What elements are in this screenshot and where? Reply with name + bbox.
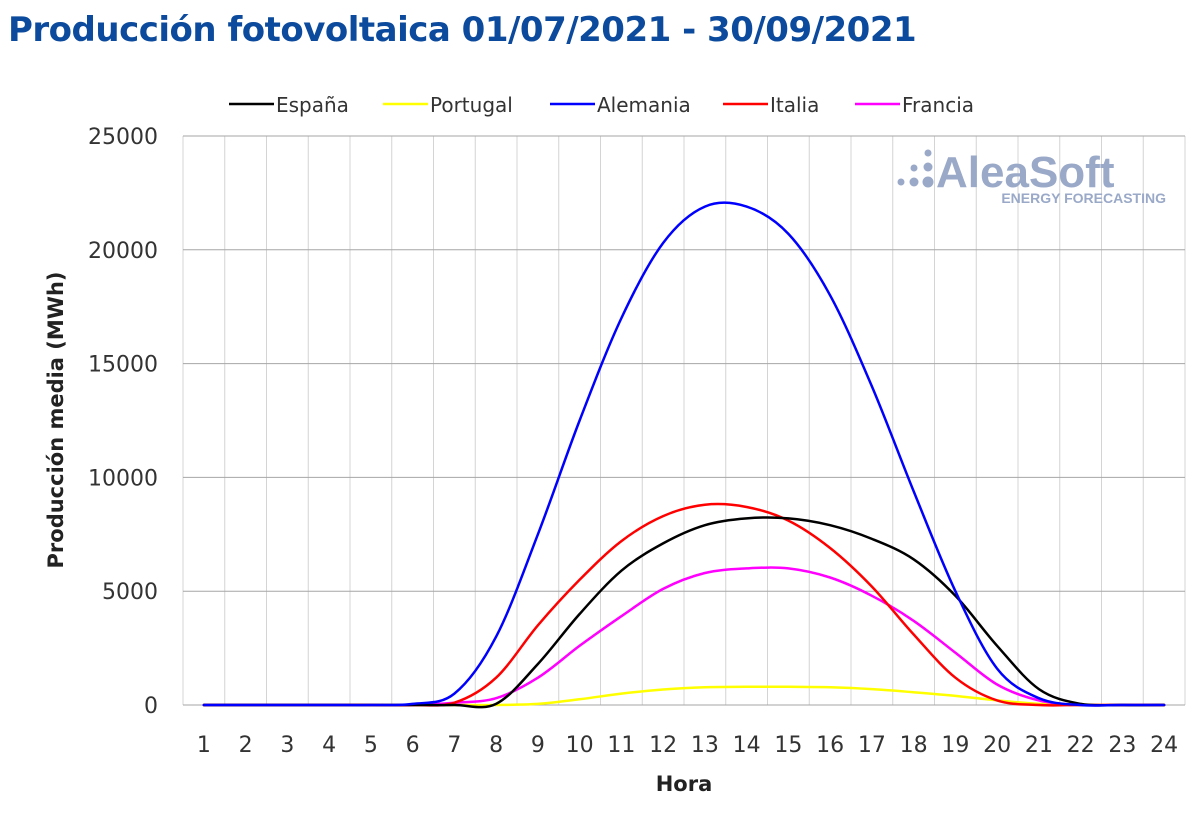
logo-dot: [924, 149, 932, 157]
chart-title: Producción fotovoltaica 01/07/2021 - 30/…: [8, 10, 917, 50]
logo-tagline: ENERGY FORECASTING: [1001, 190, 1166, 206]
logo-dot: [910, 164, 918, 172]
y-axis-ticks: 0 5000 10000 15000 20000 25000: [88, 125, 158, 719]
legend-label: Alemania: [597, 93, 691, 117]
y-tick-label: 5000: [102, 580, 158, 605]
x-tick-label: 4: [322, 733, 336, 758]
x-tick-label: 10: [566, 733, 594, 758]
x-tick-label: 7: [447, 733, 461, 758]
x-tick-label: 23: [1108, 733, 1136, 758]
x-tick-label: 24: [1150, 733, 1178, 758]
y-tick-label: 10000: [88, 466, 158, 491]
legend-label: Italia: [770, 93, 819, 117]
legend-label: Francia: [902, 93, 974, 117]
x-tick-label: 16: [816, 733, 844, 758]
x-tick-label: 12: [649, 733, 677, 758]
series-line-alemania: [202, 201, 1166, 707]
x-tick-label: 1: [197, 733, 211, 758]
x-tick-label: 14: [733, 733, 761, 758]
y-tick-label: 15000: [88, 353, 158, 378]
logo-dot: [922, 176, 934, 188]
logo-dot: [897, 178, 905, 186]
logo-dots-icon: [897, 149, 934, 188]
x-tick-label: 13: [691, 733, 719, 758]
logo-dot: [909, 177, 919, 187]
x-tick-label: 17: [858, 733, 886, 758]
series-lines: [202, 201, 1166, 709]
x-tick-label: 20: [983, 733, 1011, 758]
legend-item-portugal: Portugal: [383, 93, 513, 117]
y-tick-label: 20000: [88, 239, 158, 264]
legend-item-francia: Francia: [855, 93, 974, 117]
x-tick-label: 8: [489, 733, 503, 758]
x-tick-label: 19: [941, 733, 969, 758]
x-tick-label: 18: [900, 733, 928, 758]
x-tick-label: 21: [1025, 733, 1053, 758]
x-axis-ticks: 1 2 3 4 5 6 7 8 9 10 11 12 13 14 15 16 17 18 19 20 21 22 23 24: [197, 733, 1178, 758]
legend: España Portugal Alemania Italia Francia: [229, 93, 974, 117]
x-axis-title: Hora: [656, 772, 713, 796]
x-tick-label: 5: [364, 733, 378, 758]
logo-dot: [923, 162, 933, 172]
aleasoft-logo: AleaSoft ENERGY FORECASTING: [897, 148, 1166, 206]
logo-name: AleaSoft: [936, 148, 1115, 197]
x-tick-label: 2: [239, 733, 253, 758]
x-tick-label: 11: [607, 733, 635, 758]
y-tick-label: 25000: [88, 125, 158, 150]
y-axis-title: Producción media (MWh): [44, 272, 68, 569]
legend-item-alemania: Alemania: [550, 93, 691, 117]
legend-label: España: [276, 93, 349, 117]
x-tick-label: 3: [280, 733, 294, 758]
x-tick-label: 6: [406, 733, 420, 758]
x-tick-label: 15: [774, 733, 802, 758]
y-tick-label: 0: [144, 694, 158, 719]
legend-item-italia: Italia: [723, 93, 819, 117]
legend-item-españa: España: [229, 93, 349, 117]
x-tick-label: 22: [1067, 733, 1095, 758]
x-tick-label: 9: [531, 733, 545, 758]
legend-label: Portugal: [430, 93, 513, 117]
